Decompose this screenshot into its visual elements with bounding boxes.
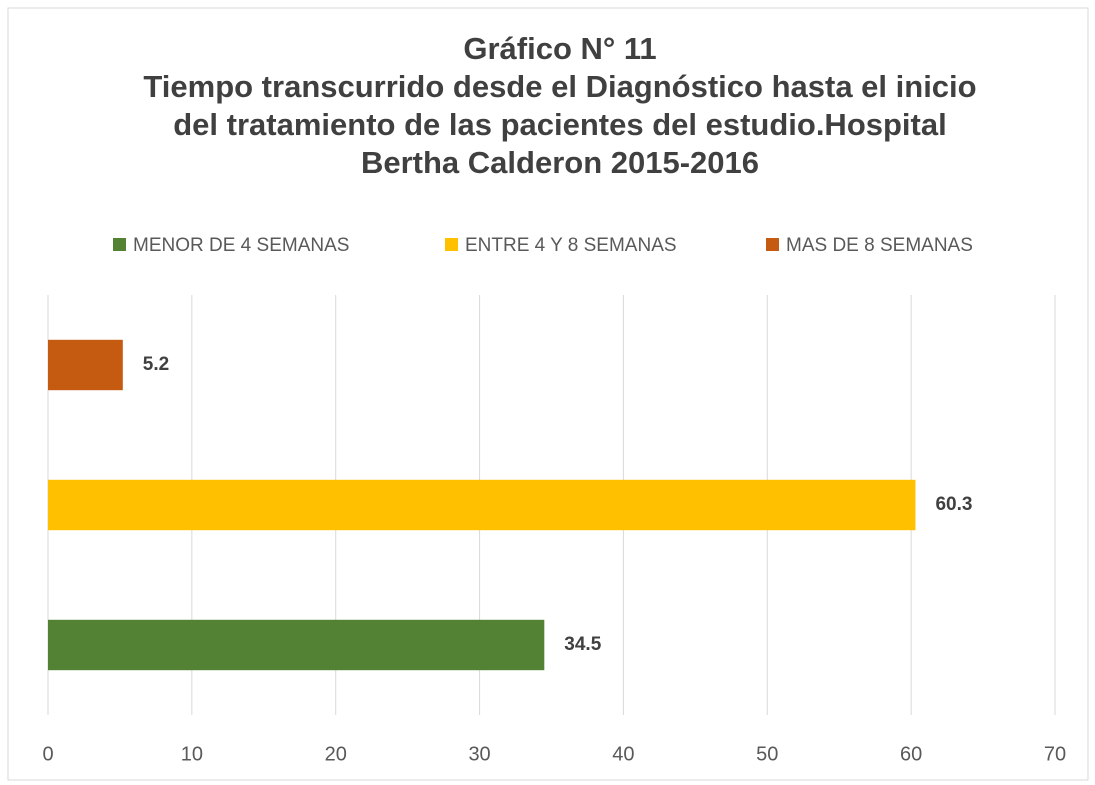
x-tick-label: 70 [1044,743,1066,765]
titles: Gráfico N° 11 Tiempo transcurrido desde … [130,30,990,182]
chart-title: Gráfico N° 11 [463,31,657,66]
legend-swatch [113,238,126,251]
legend-label: MENOR DE 4 SEMANAS [133,235,349,256]
x-tick-label: 0 [42,743,53,765]
x-tick-label: 10 [181,743,203,765]
x-tick-label: 40 [612,743,634,765]
x-tick-label: 30 [468,743,490,765]
x-tick-label: 60 [900,743,922,765]
legend-label: ENTRE 4 Y 8 SEMANAS [465,235,677,256]
chart-subtitle: Tiempo transcurrido desde el Diagnóstico… [143,69,977,180]
data-label: 34.5 [564,634,601,655]
bar [48,339,123,391]
data-label: 60.3 [935,494,972,515]
legend-swatch [766,238,779,251]
bar [48,619,545,671]
x-tick-label: 50 [756,743,778,765]
legend-label: MAS DE 8 SEMANAS [786,235,973,256]
data-label: 5.2 [143,354,169,375]
bar [48,479,916,531]
legend-swatch [445,238,458,251]
x-tick-label: 20 [325,743,347,765]
